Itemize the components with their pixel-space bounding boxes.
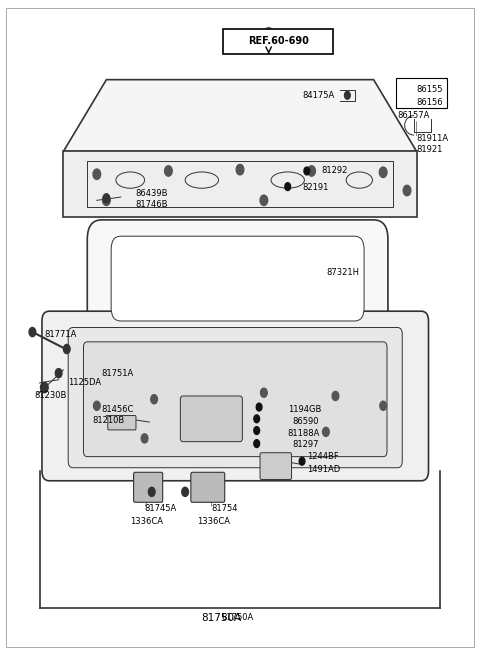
Text: 86155: 86155 xyxy=(417,85,443,94)
Text: 86439B: 86439B xyxy=(135,189,168,198)
Circle shape xyxy=(308,166,315,176)
Text: 1194GB: 1194GB xyxy=(288,405,321,413)
Text: 81292: 81292 xyxy=(321,166,348,176)
Text: 87321H: 87321H xyxy=(326,267,359,276)
Text: 81750A: 81750A xyxy=(201,612,241,623)
Text: 81745A: 81745A xyxy=(144,504,177,514)
Text: 86157A: 86157A xyxy=(397,111,430,120)
FancyBboxPatch shape xyxy=(180,396,242,441)
Text: 81456C: 81456C xyxy=(102,405,134,413)
Text: 1125DA: 1125DA xyxy=(68,379,101,388)
FancyBboxPatch shape xyxy=(87,220,388,337)
Text: 1491AD: 1491AD xyxy=(307,464,340,474)
Text: 81754: 81754 xyxy=(211,504,238,514)
Circle shape xyxy=(63,345,70,354)
FancyBboxPatch shape xyxy=(42,311,429,481)
Circle shape xyxy=(285,183,290,191)
Polygon shape xyxy=(63,80,417,151)
Text: 81750A: 81750A xyxy=(221,613,253,622)
Circle shape xyxy=(165,166,172,176)
FancyBboxPatch shape xyxy=(111,236,364,321)
Circle shape xyxy=(254,415,260,422)
Circle shape xyxy=(403,185,411,196)
Text: 84175A: 84175A xyxy=(302,92,334,100)
Polygon shape xyxy=(63,151,417,217)
Circle shape xyxy=(299,457,305,465)
Text: 81297: 81297 xyxy=(292,440,319,449)
Circle shape xyxy=(323,427,329,436)
Circle shape xyxy=(380,402,386,410)
Circle shape xyxy=(40,383,48,393)
FancyBboxPatch shape xyxy=(133,472,163,502)
Text: 81230B: 81230B xyxy=(35,392,67,400)
FancyBboxPatch shape xyxy=(84,342,387,457)
Circle shape xyxy=(379,167,387,178)
Circle shape xyxy=(103,194,110,203)
FancyBboxPatch shape xyxy=(396,78,446,107)
Circle shape xyxy=(254,426,260,434)
Circle shape xyxy=(260,195,268,206)
Circle shape xyxy=(148,487,155,496)
Text: 1336CA: 1336CA xyxy=(197,517,230,526)
Text: REF.60-690: REF.60-690 xyxy=(248,35,309,45)
Circle shape xyxy=(151,395,157,404)
Text: 1244BF: 1244BF xyxy=(307,452,338,461)
Circle shape xyxy=(29,328,36,337)
Circle shape xyxy=(254,440,260,447)
Circle shape xyxy=(256,403,262,411)
Circle shape xyxy=(261,388,267,398)
Text: 81771A: 81771A xyxy=(44,329,77,339)
Text: 86156: 86156 xyxy=(417,98,443,107)
Circle shape xyxy=(94,402,100,410)
Text: 81921: 81921 xyxy=(417,145,443,154)
Circle shape xyxy=(345,92,350,99)
FancyBboxPatch shape xyxy=(191,472,225,502)
Text: 86590: 86590 xyxy=(292,417,319,426)
Text: 81751A: 81751A xyxy=(102,369,134,378)
Text: 81911A: 81911A xyxy=(417,134,449,143)
Circle shape xyxy=(93,169,101,179)
Circle shape xyxy=(103,195,110,206)
Circle shape xyxy=(55,369,62,378)
FancyBboxPatch shape xyxy=(68,328,402,468)
FancyBboxPatch shape xyxy=(260,453,291,479)
Text: 1336CA: 1336CA xyxy=(130,517,163,526)
Circle shape xyxy=(236,164,244,175)
Circle shape xyxy=(264,28,274,41)
Text: 82191: 82191 xyxy=(302,183,328,192)
FancyBboxPatch shape xyxy=(108,415,136,430)
Circle shape xyxy=(332,392,339,401)
Text: 81210B: 81210B xyxy=(92,416,124,424)
Text: 81188A: 81188A xyxy=(288,428,320,438)
Circle shape xyxy=(141,434,148,443)
Text: 81746B: 81746B xyxy=(135,200,168,210)
FancyBboxPatch shape xyxy=(223,29,333,54)
Circle shape xyxy=(182,487,189,496)
Circle shape xyxy=(304,167,310,175)
